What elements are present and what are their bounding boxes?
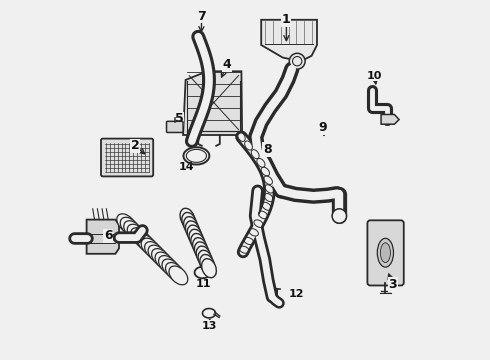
Text: 7: 7 bbox=[197, 10, 206, 23]
Text: 6: 6 bbox=[104, 229, 113, 242]
Ellipse shape bbox=[193, 238, 207, 257]
Ellipse shape bbox=[124, 221, 143, 239]
Ellipse shape bbox=[159, 256, 177, 274]
Ellipse shape bbox=[169, 266, 188, 285]
FancyBboxPatch shape bbox=[167, 121, 183, 132]
FancyBboxPatch shape bbox=[368, 220, 404, 285]
Ellipse shape bbox=[117, 214, 136, 233]
Text: 12: 12 bbox=[289, 289, 304, 299]
Text: 10: 10 bbox=[367, 71, 382, 81]
Text: 11: 11 bbox=[196, 279, 211, 289]
Ellipse shape bbox=[120, 217, 139, 236]
Ellipse shape bbox=[180, 208, 195, 227]
Polygon shape bbox=[87, 220, 119, 254]
Ellipse shape bbox=[196, 246, 211, 265]
Circle shape bbox=[332, 209, 346, 223]
Ellipse shape bbox=[138, 235, 156, 253]
Ellipse shape bbox=[198, 250, 213, 269]
Ellipse shape bbox=[185, 221, 200, 240]
Ellipse shape bbox=[162, 259, 181, 278]
Ellipse shape bbox=[151, 249, 171, 267]
FancyBboxPatch shape bbox=[101, 139, 153, 176]
Ellipse shape bbox=[127, 224, 146, 243]
Ellipse shape bbox=[155, 252, 174, 271]
Text: 5: 5 bbox=[175, 112, 184, 125]
Ellipse shape bbox=[189, 229, 204, 248]
Ellipse shape bbox=[141, 238, 160, 257]
Polygon shape bbox=[261, 20, 317, 59]
Ellipse shape bbox=[145, 242, 164, 260]
Polygon shape bbox=[183, 71, 242, 135]
Ellipse shape bbox=[166, 262, 184, 281]
Ellipse shape bbox=[131, 228, 149, 247]
Ellipse shape bbox=[202, 259, 217, 278]
Text: 4: 4 bbox=[222, 58, 231, 71]
Circle shape bbox=[289, 53, 305, 69]
Text: 8: 8 bbox=[263, 143, 271, 156]
Polygon shape bbox=[381, 114, 399, 124]
Ellipse shape bbox=[187, 225, 202, 244]
Ellipse shape bbox=[380, 243, 391, 263]
Ellipse shape bbox=[191, 234, 205, 252]
Text: 9: 9 bbox=[318, 121, 327, 134]
Text: 13: 13 bbox=[202, 321, 218, 331]
Text: 2: 2 bbox=[131, 139, 140, 152]
Ellipse shape bbox=[195, 242, 209, 261]
Text: 3: 3 bbox=[388, 278, 397, 291]
Ellipse shape bbox=[200, 255, 215, 274]
Ellipse shape bbox=[377, 238, 393, 267]
Ellipse shape bbox=[182, 212, 196, 231]
Text: 1: 1 bbox=[282, 13, 291, 26]
Text: 14: 14 bbox=[179, 162, 195, 172]
Ellipse shape bbox=[184, 217, 198, 236]
Ellipse shape bbox=[148, 245, 167, 264]
Ellipse shape bbox=[134, 231, 153, 250]
